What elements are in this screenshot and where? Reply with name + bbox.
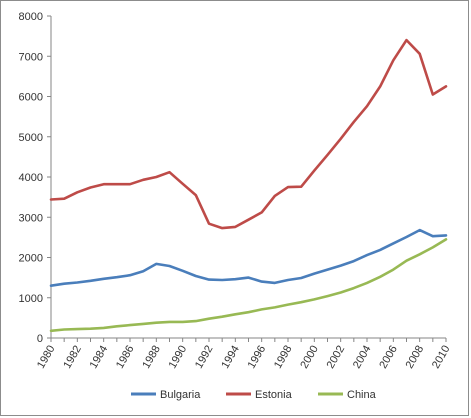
x-tick-label: 2004 bbox=[351, 344, 374, 371]
series-line-bulgaria bbox=[49, 228, 448, 288]
x-tick-label: 2010 bbox=[430, 344, 453, 371]
x-tick-label: 1996 bbox=[246, 344, 269, 371]
x-tick-label: 2000 bbox=[298, 344, 321, 371]
x-tick-label: 1986 bbox=[114, 344, 137, 371]
x-tick-label: 1990 bbox=[167, 344, 190, 371]
series-line-estonia bbox=[49, 38, 448, 230]
y-tick-label: 0 bbox=[37, 333, 43, 345]
y-tick-label: 6000 bbox=[19, 92, 43, 104]
y-tick-label: 7000 bbox=[19, 51, 43, 63]
y-tick-label: 2000 bbox=[19, 253, 43, 265]
y-tick-label: 1000 bbox=[19, 293, 43, 305]
y-tick-label: 8000 bbox=[19, 11, 43, 23]
x-tick-label: 1998 bbox=[272, 344, 295, 371]
y-axis-ticks: 0 1000 2000 3000 4000 5000 6000 7000 8000 bbox=[19, 11, 51, 345]
x-tick-label: 1992 bbox=[193, 344, 216, 371]
y-tick-label: 3000 bbox=[19, 212, 43, 224]
y-tick-label: 4000 bbox=[19, 172, 43, 184]
legend: Bulgaria Estonia China bbox=[131, 389, 377, 401]
y-tick-label: 5000 bbox=[19, 132, 43, 144]
x-tick-label: 2008 bbox=[404, 344, 427, 371]
x-tick-label: 1980 bbox=[35, 344, 58, 371]
x-tick-label: 1982 bbox=[61, 344, 84, 371]
series-lines bbox=[49, 38, 448, 333]
legend-label-china: China bbox=[347, 389, 377, 401]
x-tick-label: 1988 bbox=[140, 344, 163, 371]
series-line-china bbox=[49, 238, 448, 333]
legend-label-estonia: Estonia bbox=[255, 389, 293, 401]
legend-label-bulgaria: Bulgaria bbox=[160, 389, 201, 401]
x-tick-label: 2006 bbox=[377, 344, 400, 371]
x-tick-label: 1994 bbox=[219, 344, 242, 371]
x-tick-label: 1984 bbox=[88, 344, 111, 371]
x-tick-label: 2002 bbox=[325, 344, 348, 371]
x-axis-ticks: 1980 1982 1984 1986 1988 1990 1992 1994 1996 1998… bbox=[35, 338, 453, 371]
axes bbox=[50, 16, 446, 339]
